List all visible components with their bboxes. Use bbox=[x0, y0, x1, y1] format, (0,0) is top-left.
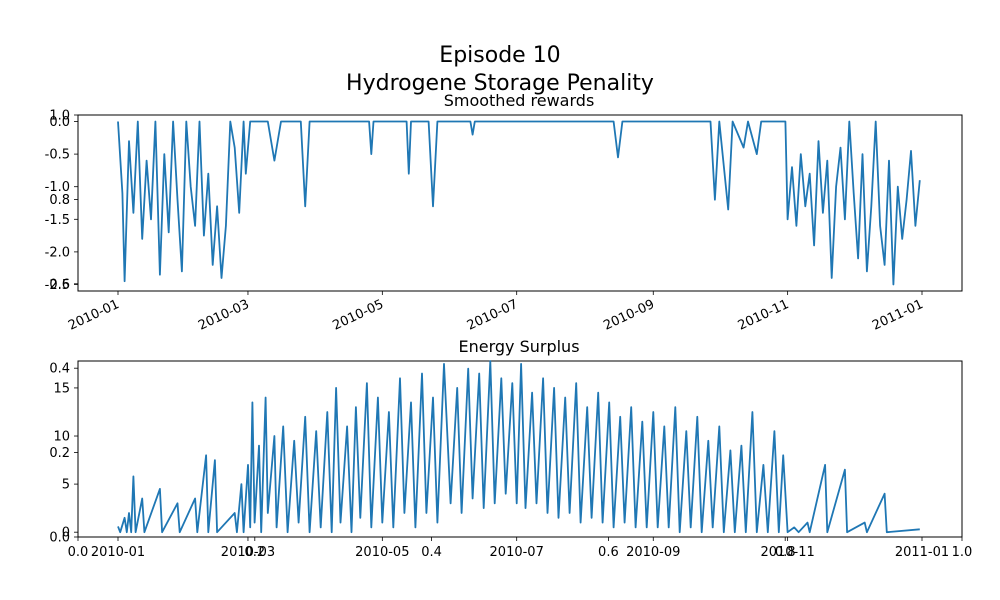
top-plot-title: Smoothed rewards bbox=[444, 91, 595, 110]
y-tick-label: 0 bbox=[62, 526, 70, 541]
bottom-plot: 0 5 10 15 2010-01 2010-03 2010-05 2010-07 2010-0… bbox=[53, 360, 963, 560]
series-line-0 bbox=[117, 360, 920, 534]
overlay-x-tick-label: 0.4 bbox=[421, 545, 442, 560]
x-tick-label: 2010-03 bbox=[221, 545, 275, 560]
overlay-y-tick-label: 1.0 bbox=[49, 109, 70, 124]
plot-frame bbox=[77, 114, 963, 292]
x-tick-label: 2010-05 bbox=[355, 545, 409, 560]
series-line-0 bbox=[117, 120, 921, 286]
x-tick-label: 2010-07 bbox=[465, 297, 521, 334]
y-tick-label: 10 bbox=[53, 430, 70, 445]
overlay-x-tick-label: 0.2 bbox=[244, 545, 265, 560]
overlay-x-tick-label: 0.0 bbox=[68, 545, 89, 560]
overlay-x-tick-label: 1.0 bbox=[952, 545, 973, 560]
x-tick-label: 2010-07 bbox=[490, 545, 544, 560]
x-tick-label: 2011-01 bbox=[870, 297, 926, 334]
x-tick-label: 2010-01 bbox=[91, 545, 145, 560]
y-tick-label: -2.5 bbox=[45, 278, 70, 293]
x-tick-label: 2010-11 bbox=[736, 297, 792, 334]
x-tick-label: 2010-03 bbox=[196, 297, 252, 334]
x-tick-label: 2010-11 bbox=[760, 545, 814, 560]
figure-title-line1: Episode 10 bbox=[439, 43, 560, 68]
y-tick-label: -1.5 bbox=[45, 213, 70, 228]
overlay-y-tick-label: 0.2 bbox=[49, 446, 70, 461]
overlay-axis: 0.0 0.2 0.4 0.6 0.8 1.00.00.20.40.60.81.0 bbox=[49, 109, 972, 561]
figure-title-line2: Hydrogene Storage Penality bbox=[346, 71, 654, 96]
x-tick-label: 2010-09 bbox=[601, 297, 657, 334]
overlay-y-tick-label: 0.4 bbox=[49, 362, 70, 377]
x-tick-label: 2010-01 bbox=[66, 297, 122, 334]
x-tick-label: 2010-09 bbox=[626, 545, 680, 560]
y-tick-label: 15 bbox=[53, 381, 70, 396]
overlay-y-tick-label: 0.0 bbox=[49, 531, 70, 546]
overlay-x-tick-label: 0.8 bbox=[775, 545, 796, 560]
overlay-x-tick-label: 0.6 bbox=[598, 545, 619, 560]
bottom-plot-title: Energy Surplus bbox=[458, 337, 579, 356]
y-tick-label: -0.5 bbox=[45, 148, 70, 163]
x-tick-label: 2011-01 bbox=[895, 545, 949, 560]
y-tick-label: 0.0 bbox=[49, 115, 70, 130]
y-tick-label: -2.0 bbox=[45, 245, 70, 260]
overlay-y-tick-label: 0.6 bbox=[49, 277, 70, 292]
x-tick-label: 2010-05 bbox=[330, 297, 386, 334]
overlay-y-tick-label: 0.8 bbox=[49, 193, 70, 208]
top-plot: 0.0 -0.5 -1.0 -1.5 -2.0 -2.5 2010-01 2010-03 201… bbox=[45, 114, 963, 334]
y-tick-label: 5 bbox=[62, 478, 70, 493]
y-tick-label: -1.0 bbox=[45, 180, 70, 195]
